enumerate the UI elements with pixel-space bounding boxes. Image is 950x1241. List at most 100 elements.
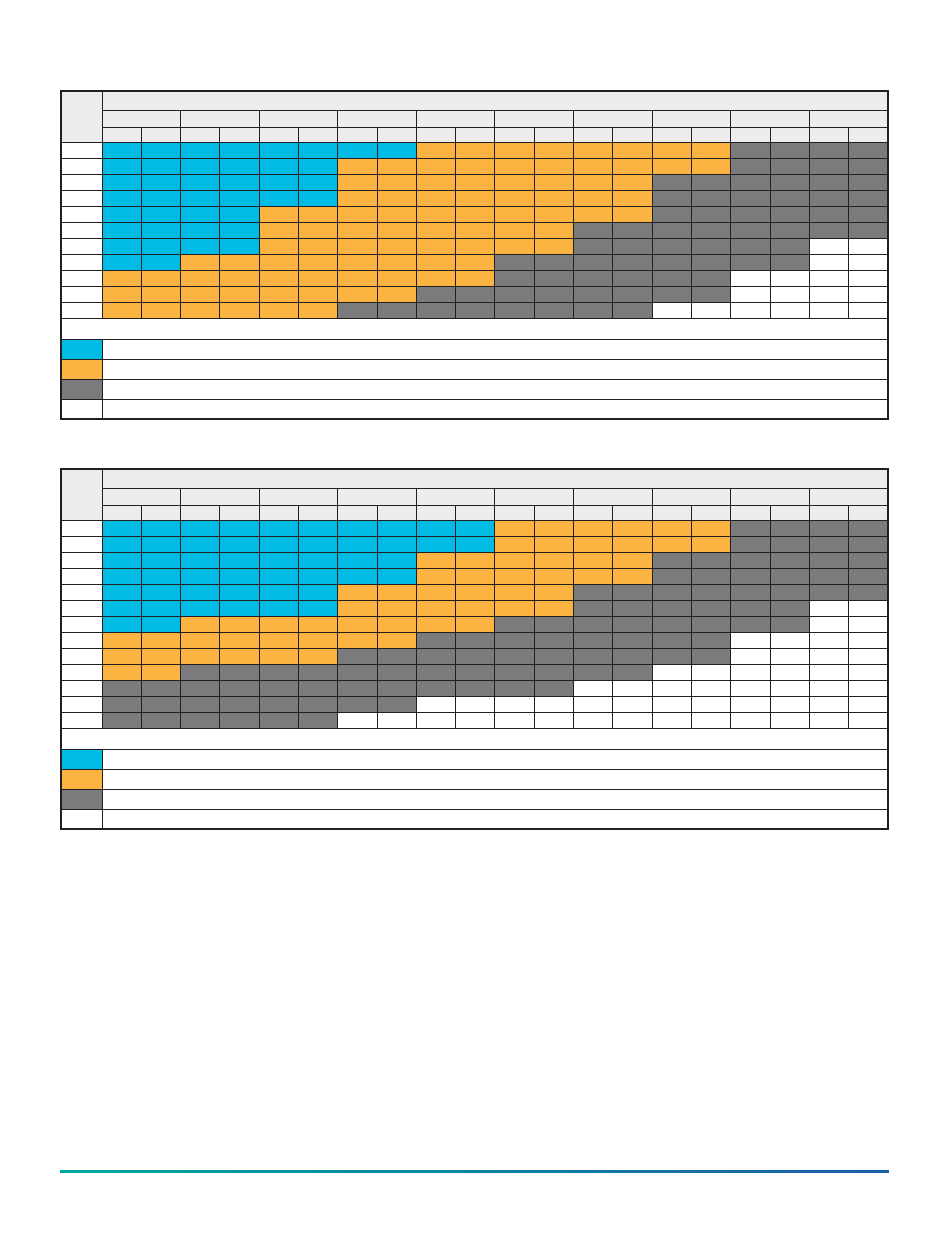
grid-cell-cyan [101,141,142,159]
header-column-cell [808,126,850,143]
grid-cell-gray [258,695,299,713]
grid-cell-cyan [258,551,299,569]
grid-cell-cyan [219,205,260,223]
grid-cell-white [808,679,850,697]
grid-cell-gray [848,551,889,569]
grid-cell-gray [612,631,653,649]
grid-cell-gray [573,631,614,649]
grid-cell-orange [455,253,496,271]
grid-cell-white [415,695,457,713]
grid-cell-orange [337,205,378,223]
grid-cell-orange [651,519,692,537]
grid-cell-gray [455,285,496,303]
grid-cell-orange [415,173,457,191]
row-label-cell [60,711,103,729]
header-column-cell [848,126,889,143]
data-row [60,269,889,287]
grid-cell-cyan [180,599,221,617]
row-label-cell [60,285,103,303]
grid-cell-gray [690,567,732,585]
data-row [60,519,889,537]
grid-cell-gray [612,221,653,239]
grid-cell-orange [415,615,457,633]
row-label-cell [60,141,103,159]
data-row [60,237,889,255]
grid-cell-orange [337,631,378,649]
data-row [60,141,889,159]
grid-cell-orange [533,205,575,223]
grid-cell-white [651,695,692,713]
grid-cell-gray [533,679,575,697]
row-label-cell [60,695,103,713]
grid-cell-orange [415,583,457,601]
grid-cell-orange [337,615,378,633]
row-label-cell [60,253,103,271]
data-row [60,695,889,713]
grid-cell-orange [494,519,535,537]
grid-cell-white [808,631,850,649]
grid-cell-gray [101,695,142,713]
footnote-row [60,727,889,750]
grid-cell-orange [455,551,496,569]
grid-cell-gray [848,535,889,553]
grid-cell-gray [690,285,732,303]
grid-cell-orange [494,141,535,159]
grid-cell-gray [690,237,732,255]
grid-cell-orange [376,157,417,175]
grid-cell-orange [573,567,614,585]
grid-cell-gray [573,663,614,681]
grid-cell-orange [494,205,535,223]
legend-text-cell [101,748,889,770]
grid-cell-gray [769,221,810,239]
grid-cell-orange [533,599,575,617]
header-column-cell [376,504,417,521]
grid-cell-white [730,301,771,319]
grid-cell-cyan [258,535,299,553]
grid-cell-orange [533,567,575,585]
grid-cell-gray [730,599,771,617]
grid-cell-orange [415,237,457,255]
grid-cell-white [848,615,889,633]
grid-cell-gray [415,631,457,649]
grid-cell-orange [297,237,339,255]
grid-cell-cyan [376,141,417,159]
header-column-cell [297,504,339,521]
grid-cell-gray [769,567,810,585]
grid-cell-orange [612,205,653,223]
grid-cell-cyan [101,551,142,569]
grid-cell-cyan [415,519,457,537]
grid-cell-orange [651,157,692,175]
grid-cell-gray [769,583,810,601]
grid-cell-white [808,599,850,617]
grid-cell-orange [297,615,339,633]
grid-cell-white [730,711,771,729]
grid-cell-cyan [101,615,142,633]
grid-cell-orange [494,599,535,617]
header-column-cell [258,504,299,521]
grid-cell-gray [730,519,771,537]
grid-cell-gray [848,189,889,207]
header-column-cell [415,126,457,143]
grid-cell-gray [494,253,535,271]
grid-cell-orange [376,237,417,255]
legend-text-cell [101,378,889,400]
legend-swatch-gray [60,788,103,810]
grid-cell-white [848,679,889,697]
header-column-cell [494,126,535,143]
grid-cell-gray [612,301,653,319]
grid-cell-orange [297,647,339,665]
grid-cell-gray [690,583,732,601]
grid-cell-gray [573,253,614,271]
grid-cell-cyan [101,173,142,191]
grid-cell-white [690,301,732,319]
grid-cell-cyan [180,535,221,553]
grid-cell-orange [258,647,299,665]
grid-cell-cyan [101,237,142,255]
grid-cell-gray [808,583,850,601]
grid-cell-orange [219,615,260,633]
grid-cell-cyan [140,205,182,223]
grid-cell-gray [848,221,889,239]
grid-cell-cyan [140,615,182,633]
grid-cell-white [337,711,378,729]
grid-cell-gray [690,599,732,617]
